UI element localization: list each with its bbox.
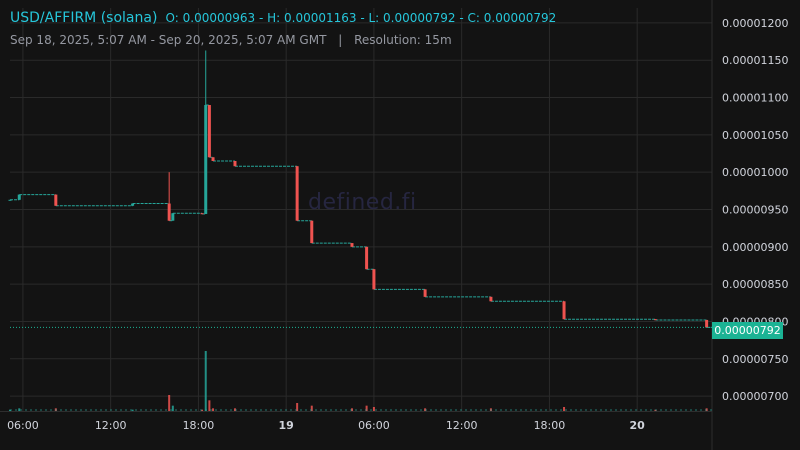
y-tick-label: 0.00000900	[722, 241, 788, 254]
x-tick-label: 12:00	[95, 419, 127, 432]
candle-body	[562, 301, 566, 320]
candle-body	[167, 203, 171, 221]
volume-bar	[296, 403, 299, 411]
volume-bar	[372, 407, 375, 411]
x-axis: 06:00 12:00 18:00 19 06:00 12:00 18:00 20	[7, 419, 645, 432]
candle-body	[310, 220, 314, 244]
chart-header: USD/AFFIRM (solana) O: 0.00000963 - H: 0…	[10, 10, 556, 26]
x-tick-label: 06:00	[7, 419, 39, 432]
candle-body	[350, 243, 354, 247]
x-tick-label: 19	[279, 419, 294, 432]
candle-body	[233, 160, 237, 167]
candle-body	[365, 246, 369, 270]
x-tick-label: 18:00	[183, 419, 215, 432]
volume-bar	[310, 405, 313, 411]
y-tick-label: 0.00001200	[722, 17, 788, 30]
volume-bar	[365, 405, 368, 411]
ohlc-readout: O: 0.00000963 - H: 0.00001163 - L: 0.000…	[165, 11, 557, 25]
symbol-title: USD/AFFIRM (solana)	[10, 10, 158, 26]
watermark: defined.fi	[308, 190, 417, 215]
volume-bars	[9, 351, 712, 411]
candle-body	[8, 199, 12, 201]
candle-body	[423, 289, 427, 297]
y-tick-label: 0.00001150	[722, 54, 788, 67]
chart-subtitle: Sep 18, 2025, 5:07 AM - Sep 20, 2025, 5:…	[10, 33, 452, 47]
volume-bar	[204, 351, 207, 411]
x-tick-label: 12:00	[446, 419, 478, 432]
y-axis: 0.00001200 0.00001150 0.00001100 0.00001050…	[722, 17, 788, 403]
candle-body	[17, 194, 21, 200]
volume-bar	[563, 407, 566, 411]
candle-body	[207, 105, 211, 158]
y-tick-label: 0.00000850	[722, 278, 788, 291]
x-tick-label: 18:00	[534, 419, 566, 432]
resolution-label: Resolution: 15m	[354, 33, 452, 47]
volume-bar	[168, 395, 171, 411]
x-tick-label: 20	[630, 419, 646, 432]
volume-bar	[131, 409, 134, 411]
separator: |	[338, 33, 343, 47]
candle-body	[489, 296, 493, 302]
candle-series	[8, 50, 712, 328]
x-tick-label: 06:00	[358, 419, 390, 432]
volume-bar	[171, 405, 174, 411]
y-tick-label: 0.00001050	[722, 129, 788, 142]
candle-body	[211, 157, 215, 161]
volume-bar	[208, 400, 211, 411]
candle-body	[171, 213, 175, 221]
candle-body	[295, 166, 299, 221]
chart-grid	[0, 0, 713, 450]
y-tick-label: 0.00000750	[722, 353, 788, 366]
candle-body	[131, 203, 135, 206]
candle-body	[705, 319, 709, 328]
y-tick-label: 0.00000950	[722, 204, 788, 217]
candle-body	[54, 194, 58, 206]
volume-bar	[201, 409, 204, 411]
candle-body	[200, 213, 204, 215]
candle-body	[653, 319, 657, 321]
y-tick-label: 0.00001000	[722, 166, 788, 179]
candle-body	[204, 105, 208, 214]
volume-bar	[18, 408, 21, 411]
date-range: Sep 18, 2025, 5:07 AM - Sep 20, 2025, 5:…	[10, 33, 327, 47]
y-tick-label: 0.00000700	[722, 390, 788, 403]
volume-bar	[212, 408, 215, 411]
volume-bar	[233, 408, 236, 411]
candle-body	[372, 269, 376, 290]
last-price-label: 0.00000792	[712, 322, 783, 339]
y-tick-label: 0.00001100	[722, 92, 788, 105]
